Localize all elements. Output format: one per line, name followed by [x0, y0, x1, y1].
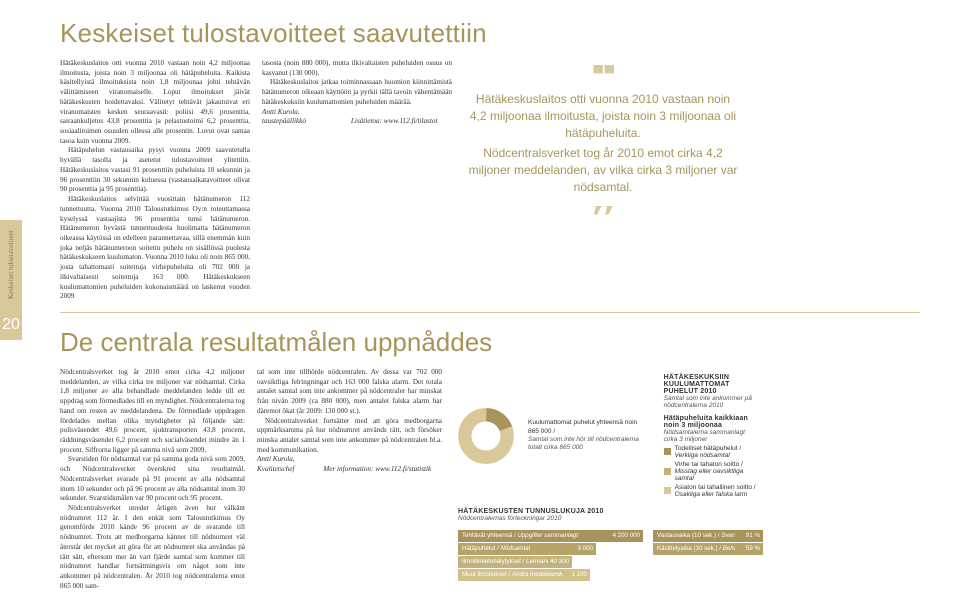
fi-col1: Hätäkeskuslaitos otti vuonna 2010 vastaa… — [60, 59, 250, 302]
title-sv: De centrala resultatmålen uppnåddes — [60, 327, 920, 358]
bars-right: Vastausaika (10 sek.) / Svarstid91 %Käsi… — [653, 530, 763, 582]
bar-row: Tehtävät yhteensä / Uppgifter sammanlagt… — [458, 530, 643, 542]
legend-item: Asiaton tai tahallinen soitto / Osakliga… — [664, 484, 758, 498]
stat-row: Käsittelyaika (30 sek.) / Behandlingstid… — [653, 543, 763, 555]
legend-item: Todelliset hätäpuhelut / Verkliga nödsam… — [664, 445, 758, 459]
fi-col2: tasosta (noin 880 000), mutta ilkivaltai… — [262, 59, 452, 302]
chart-area: Kuulumattomat puhelut yhteensä noin 865 … — [458, 368, 758, 592]
donut-chart — [458, 408, 514, 464]
title-fi: Keskeiset tulostavoitteet saavutettiin — [60, 18, 920, 49]
bar-row: Muut ilmoitukset / Andra meddelanden1 10… — [458, 569, 643, 581]
bar-row: Ilmoitintietohälytykset / Larmanläggning… — [458, 556, 643, 568]
sv-col1: Nödcentralsverket tog år 2010 emot cirka… — [60, 368, 245, 592]
sv-col2: tal som inte tillhörde nödcentralen. Av … — [257, 368, 442, 592]
quote-open-icon: ❝ — [468, 65, 738, 87]
pullquote: ❝ Hätäkeskuslaitos otti vuonna 2010 vast… — [468, 59, 738, 302]
donut-label: Kuulumattomat puhelut yhteensä noin 865 … — [528, 419, 650, 453]
bars-left: Tehtävät yhteensä / Uppgifter sammanlagt… — [458, 530, 643, 582]
quote-close-icon: ❞ — [468, 206, 738, 228]
stat-row: Vastausaika (10 sek.) / Svarstid91 % — [653, 530, 763, 542]
divider — [60, 312, 920, 313]
legend-item: Virhe tai tahaton soitto / Misstag eller… — [664, 461, 758, 482]
bar-row: Hätäpuhelut / Nödsamtal3 000 000 — [458, 543, 643, 555]
